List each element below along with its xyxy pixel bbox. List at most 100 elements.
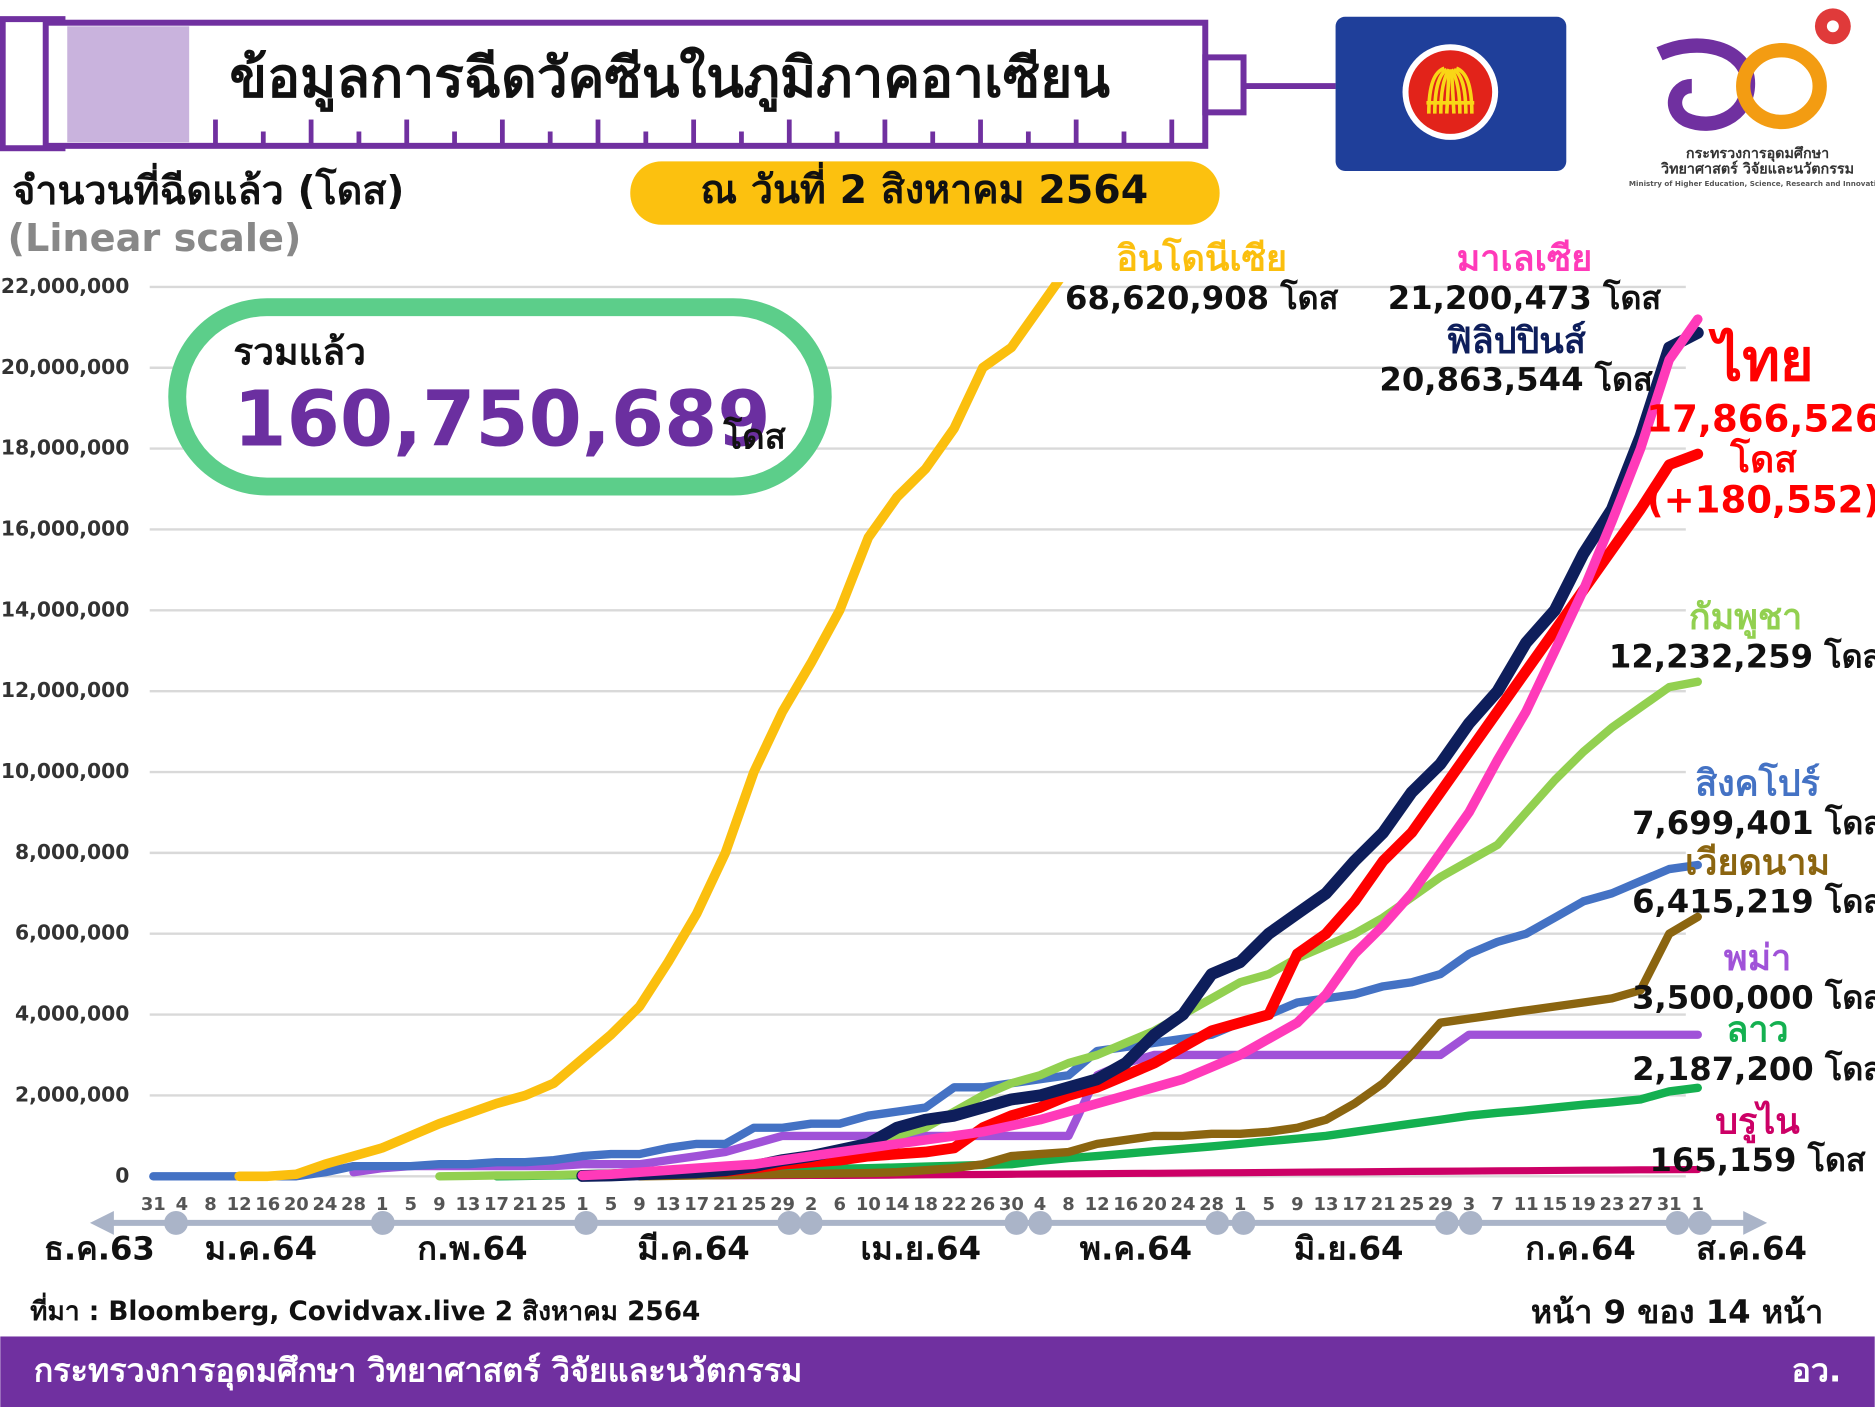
series-name: พม่า xyxy=(1724,938,1791,979)
series-line xyxy=(635,912,1702,1181)
x-tick-label: 4 xyxy=(176,1194,188,1215)
y-tick-label: 10,000,000 xyxy=(1,759,130,783)
series-line xyxy=(576,448,1704,1182)
series-name: ไทย xyxy=(1707,327,1813,394)
footer-band xyxy=(0,1336,1875,1407)
month-label: ก.พ.64 xyxy=(417,1229,527,1267)
month-label: ม.ค.64 xyxy=(205,1229,317,1267)
y-tick-label: 16,000,000 xyxy=(1,516,130,540)
x-tick-label: 2 xyxy=(805,1194,817,1215)
series-name: เวียดนาม xyxy=(1685,842,1830,883)
x-tick-label: 12 xyxy=(1085,1194,1110,1215)
x-tick-label: 29 xyxy=(1428,1194,1453,1215)
y-axis-subtitle: (Linear scale) xyxy=(7,216,301,261)
series-line xyxy=(234,282,1064,1182)
x-tick-label: 10 xyxy=(856,1194,881,1215)
month-dots xyxy=(164,1210,1713,1235)
x-tick-label: 23 xyxy=(1600,1194,1625,1215)
month-label: ธ.ค.63 xyxy=(44,1229,155,1267)
month-dot xyxy=(1231,1210,1256,1235)
source: ที่มา : Bloomberg, Covidvax.live 2 สิงหา… xyxy=(30,1292,700,1327)
x-tick-label: 28 xyxy=(341,1194,366,1215)
series-line xyxy=(435,677,1702,1181)
x-tick-label: 21 xyxy=(513,1194,538,1215)
x-tick-label: 5 xyxy=(605,1194,617,1215)
series-end-label: 2,187,200 โดส xyxy=(1632,1050,1875,1088)
x-tick-label: 21 xyxy=(713,1194,738,1215)
month-dot xyxy=(370,1210,395,1235)
x-tick-label: 1 xyxy=(576,1194,588,1215)
series-line xyxy=(149,860,1702,1181)
y-tick-label: 0 xyxy=(115,1163,129,1187)
month-label: พ.ค.64 xyxy=(1080,1229,1192,1267)
month-dot xyxy=(574,1210,599,1235)
y-tick-label: 20,000,000 xyxy=(1,355,130,379)
y-tick-label: 2,000,000 xyxy=(15,1082,129,1106)
total-unit: โดส xyxy=(723,416,787,458)
x-tick-label: 31 xyxy=(141,1194,166,1215)
date-pill xyxy=(630,161,1220,225)
x-tick-label: 24 xyxy=(312,1194,337,1215)
total-caption: รวมแล้ว xyxy=(233,330,366,373)
labels: 0 2,000,000 4,000,000 6,000,000 8,000,000 10,… xyxy=(1,237,1875,1268)
month-label: มี.ค.64 xyxy=(637,1229,749,1267)
y-tick-label: 12,000,000 xyxy=(1,678,130,702)
series-name: ลาว xyxy=(1726,1010,1788,1051)
month-dot xyxy=(777,1210,802,1235)
x-tick-label: 13 xyxy=(1313,1194,1338,1215)
x-tick-label: 16 xyxy=(1113,1194,1138,1215)
x-tick-label: 1 xyxy=(1692,1194,1704,1215)
series-line xyxy=(349,1030,1702,1177)
series-end-label: 21,200,473 โดส xyxy=(1388,279,1662,317)
month-label: มิ.ย.64 xyxy=(1294,1229,1404,1267)
series-name: มาเลเซีย xyxy=(1457,239,1593,280)
x-tick-label: 25 xyxy=(741,1194,766,1215)
month-label: ส.ค.64 xyxy=(1696,1229,1807,1267)
lines xyxy=(149,282,1704,1182)
x-tick-label: 25 xyxy=(1399,1194,1424,1215)
month-dot xyxy=(1688,1210,1713,1235)
x-tick-label: 5 xyxy=(404,1194,416,1215)
month-dot xyxy=(1205,1210,1230,1235)
series-name: บรูไน xyxy=(1715,1100,1800,1144)
page-number: หน้า 9 ของ 14 หน้า xyxy=(1531,1293,1823,1331)
series-end-label: 7,699,401 โดส xyxy=(1632,804,1875,842)
x-tick-label: 21 xyxy=(1371,1194,1396,1215)
month-dot xyxy=(1028,1210,1053,1235)
syringe xyxy=(0,16,1336,152)
y-tick-label: 6,000,000 xyxy=(15,921,129,945)
y-tick-label: 14,000,000 xyxy=(1,597,130,621)
month-dot xyxy=(1458,1210,1483,1235)
x-tick-label: 5 xyxy=(1263,1194,1275,1215)
ministry-short: อว. xyxy=(1791,1351,1841,1389)
series-name: สิงคโปร์ xyxy=(1695,761,1820,804)
x-tick-label: 28 xyxy=(1199,1194,1224,1215)
x-tick-label: 20 xyxy=(284,1194,309,1215)
month-dot xyxy=(1665,1210,1690,1235)
month-dot xyxy=(798,1210,823,1235)
ministry-logo xyxy=(1656,8,1851,131)
series-end-label: 12,232,259 โดส xyxy=(1609,638,1875,676)
series-end-label: 3,500,000 โดส xyxy=(1632,978,1875,1016)
x-tick-label: 6 xyxy=(833,1194,845,1215)
x-tick-label: 11 xyxy=(1514,1194,1539,1215)
series-line xyxy=(577,314,1703,1181)
y-tick-label: 22,000,000 xyxy=(1,274,130,298)
series-end-label: (+180,552) xyxy=(1647,479,1875,522)
series-end-label: 165,159 โดส xyxy=(1649,1141,1865,1179)
y-tick-label: 18,000,000 xyxy=(1,436,130,460)
date: ณ วันที่ 2 สิงหาคม 2564 xyxy=(701,161,1149,213)
series-end-label: 20,863,544 โดส xyxy=(1379,360,1653,398)
month-dot xyxy=(1434,1210,1459,1235)
series-end-label: 68,620,908 โดส xyxy=(1065,279,1339,317)
x-tick-label: 19 xyxy=(1571,1194,1596,1215)
logo-text: Ministry of Higher Education, Science, R… xyxy=(1629,179,1875,188)
x-tick-label: 22 xyxy=(942,1194,967,1215)
month-label: เม.ย.64 xyxy=(860,1229,981,1267)
x-tick-label: 17 xyxy=(684,1194,709,1215)
x-tick-label: 8 xyxy=(1062,1194,1074,1215)
asean-flag xyxy=(1335,16,1567,171)
x-tick-label: 17 xyxy=(484,1194,509,1215)
x-tick-label: 24 xyxy=(1170,1194,1195,1215)
